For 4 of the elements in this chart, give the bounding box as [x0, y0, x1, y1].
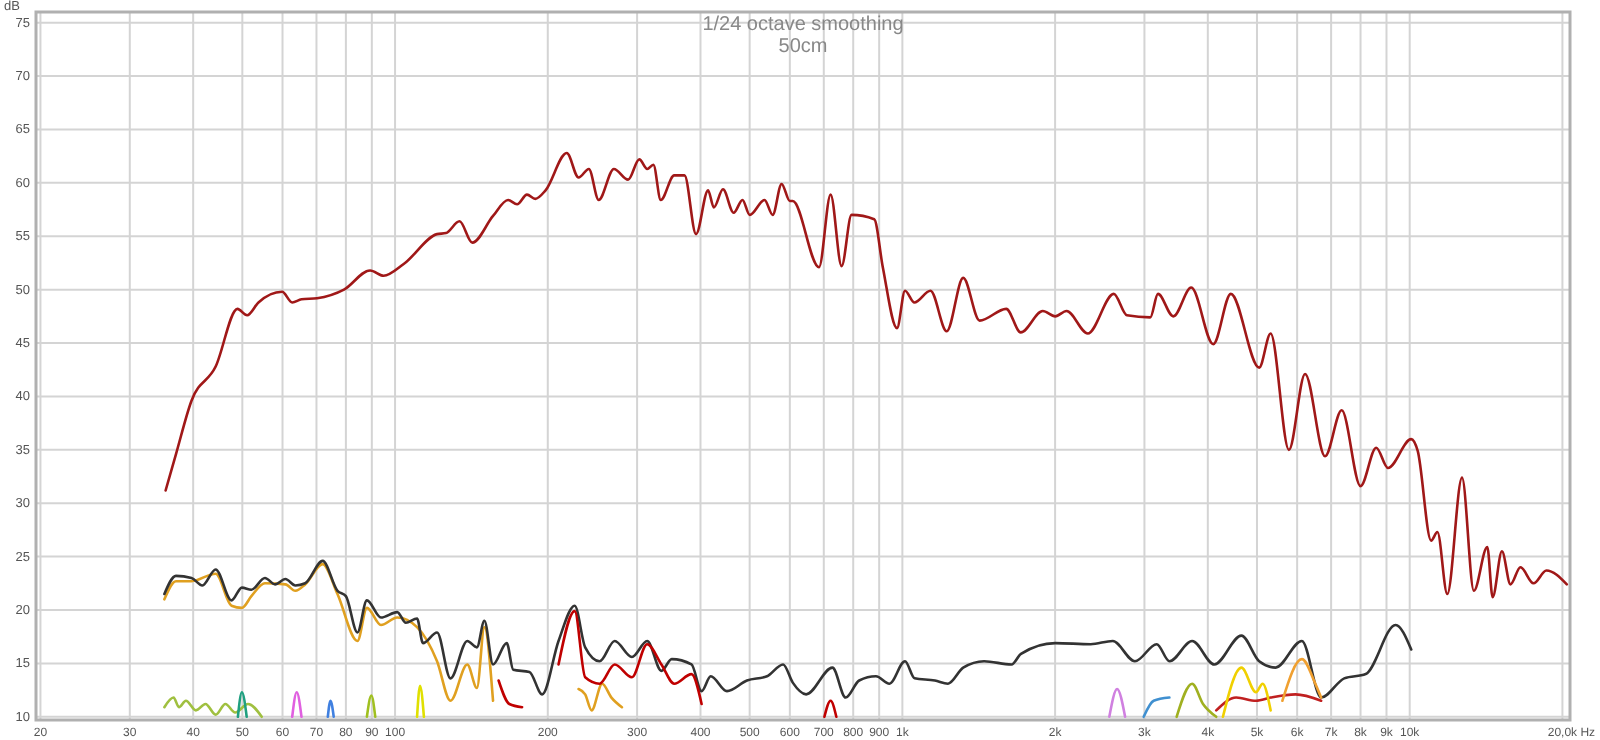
- line-series: [1221, 666, 1272, 719]
- line-series: [1281, 657, 1323, 703]
- text: 50cm: [778, 36, 828, 58]
- chart-title: 1/24 octave smoothing: [702, 14, 904, 36]
